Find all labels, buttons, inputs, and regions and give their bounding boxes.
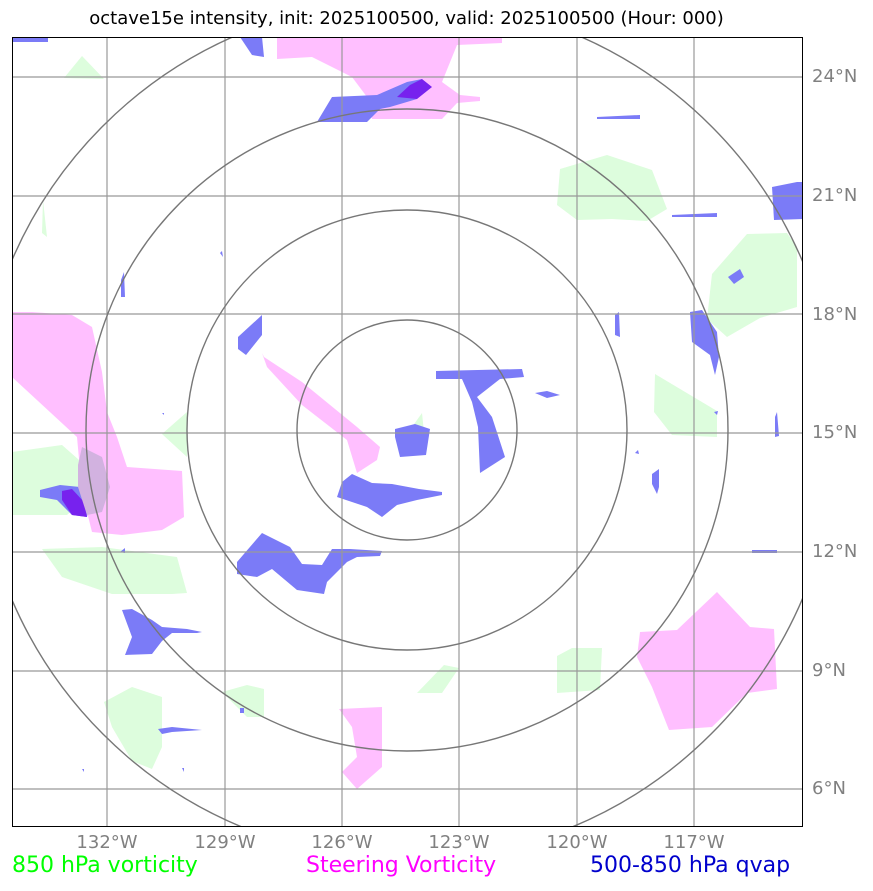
vorticity-850-region	[64, 56, 104, 79]
qvap-region	[775, 412, 779, 437]
qvap-region	[238, 315, 262, 355]
qvap-region	[395, 424, 430, 457]
legend-qvap: 500-850 hPa qvap	[590, 853, 791, 878]
lon-tick-label: 123°W	[428, 832, 490, 853]
vorticity-850-region	[557, 155, 667, 221]
steering-vorticity-region	[637, 592, 777, 730]
qvap-region	[714, 411, 718, 415]
vorticity-850-region	[104, 687, 162, 769]
qvap-region	[82, 769, 84, 772]
qvap-region	[436, 369, 524, 473]
qvap-region	[337, 474, 442, 517]
qvap-region	[158, 727, 202, 734]
qvap-region	[182, 768, 184, 772]
vorticity-850-region	[42, 547, 187, 594]
lat-tick-label: 9°N	[812, 660, 846, 681]
lat-tick-label: 15°N	[812, 422, 858, 443]
grid-lines	[12, 37, 803, 827]
range-rings	[12, 37, 803, 827]
steering-vorticity-layer	[12, 37, 777, 789]
map-panel	[12, 37, 803, 827]
lat-tick-label: 21°N	[812, 185, 858, 206]
qvap-region	[237, 533, 382, 594]
qvap-overlap-region	[397, 79, 432, 99]
vorticity-850-region	[222, 685, 264, 717]
qvap-region	[652, 469, 659, 494]
qvap-region	[690, 310, 719, 375]
lat-tick-label: 24°N	[812, 66, 858, 87]
qvap-region	[317, 79, 422, 122]
qvap-region	[122, 609, 202, 655]
qvap-region	[535, 391, 560, 398]
steering-vorticity-region	[262, 353, 380, 473]
vorticity-850-region	[162, 412, 187, 457]
qvap-region	[162, 413, 164, 415]
legend-850-vorticity: 850 hPa vorticity	[12, 853, 198, 878]
steering-vorticity-region	[12, 312, 184, 535]
range-ring	[85, 108, 729, 752]
vorticity-850-region	[707, 233, 797, 337]
qvap-region	[772, 182, 803, 220]
vorticity-850-region	[42, 200, 47, 237]
qvap-region	[240, 37, 264, 57]
vorticity-overlap-region	[78, 447, 110, 515]
lat-tick-label: 18°N	[812, 304, 858, 325]
vorticity-850-region	[417, 665, 459, 693]
lat-tick-label: 12°N	[812, 541, 858, 562]
qvap-region	[220, 251, 223, 257]
lon-tick-label: 129°W	[194, 832, 256, 853]
vorticity-850-layer	[12, 56, 797, 769]
qvap-region	[240, 708, 244, 713]
lon-tick-label: 117°W	[663, 832, 725, 853]
map-frame	[12, 37, 803, 827]
steering-vorticity-region	[277, 37, 502, 119]
qvap-layer	[12, 37, 803, 772]
lon-tick-label: 132°W	[76, 832, 138, 853]
plot-title: octave15e intensity, init: 2025100500, v…	[89, 8, 724, 29]
qvap-region	[597, 115, 640, 119]
range-ring	[296, 319, 518, 541]
qvap-region	[12, 37, 48, 42]
legend-steering-vorticity: Steering Vorticity	[306, 853, 497, 878]
qvap-region	[615, 312, 620, 337]
qvap-region	[728, 269, 744, 284]
qvap-overlap-region	[62, 489, 87, 517]
lon-tick-label: 126°W	[311, 832, 373, 853]
lon-tick-label: 120°W	[546, 832, 608, 853]
qvap-region	[635, 450, 639, 454]
vorticity-850-region	[654, 374, 717, 437]
range-ring	[186, 209, 628, 651]
qvap-overlap-layer	[62, 79, 432, 517]
lat-tick-label: 6°N	[812, 778, 846, 799]
